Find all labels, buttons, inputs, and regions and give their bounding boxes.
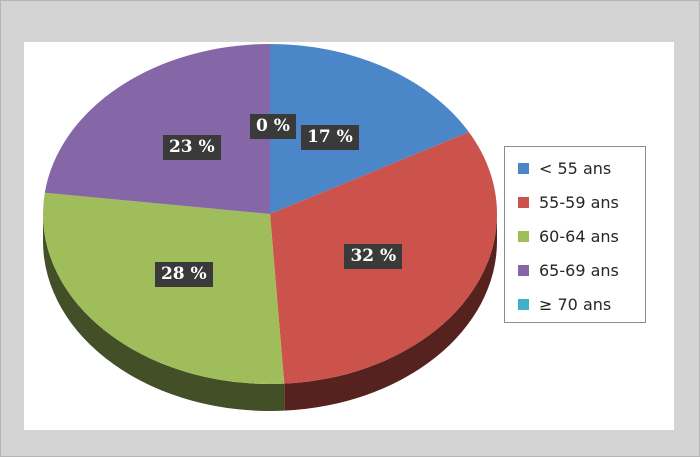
legend-label: 55-59 ans (539, 192, 619, 212)
data-label: 23 % (162, 135, 221, 161)
legend-label: 65-69 ans (539, 260, 619, 280)
pie-slice-side (284, 214, 497, 411)
data-label: 17 % (301, 125, 359, 151)
legend-item: 60-64 ans (518, 219, 645, 253)
pie-slice (270, 44, 469, 214)
pie-slice (42, 192, 285, 384)
data-label: 32 % (344, 244, 403, 270)
legend: < 55 ans 55-59 ans 60-64 ans 65-69 ans ≥… (504, 146, 646, 323)
legend-swatch (518, 298, 529, 310)
legend-label: 60-64 ans (539, 226, 619, 246)
legend-item: 65-69 ans (518, 253, 645, 287)
pie-slice-side (43, 214, 285, 412)
chart-area: 17 % 32 % 28 % 23 % 0 % < 55 ans 55-59 ans 6… (24, 42, 674, 430)
data-label: 0 % (250, 113, 296, 139)
legend-label: < 55 ans (539, 158, 612, 178)
legend-item: < 55 ans (518, 151, 645, 185)
legend-swatch (518, 230, 529, 242)
legend-swatch (518, 162, 529, 174)
legend-item: 55-59 ans (518, 185, 645, 219)
legend-swatch (518, 264, 529, 276)
legend-swatch (518, 196, 529, 208)
data-label: 28 % (154, 262, 213, 287)
pie-slice (44, 44, 270, 214)
legend-label: ≥ 70 ans (539, 294, 612, 314)
legend-item: ≥ 70 ans (518, 287, 645, 321)
